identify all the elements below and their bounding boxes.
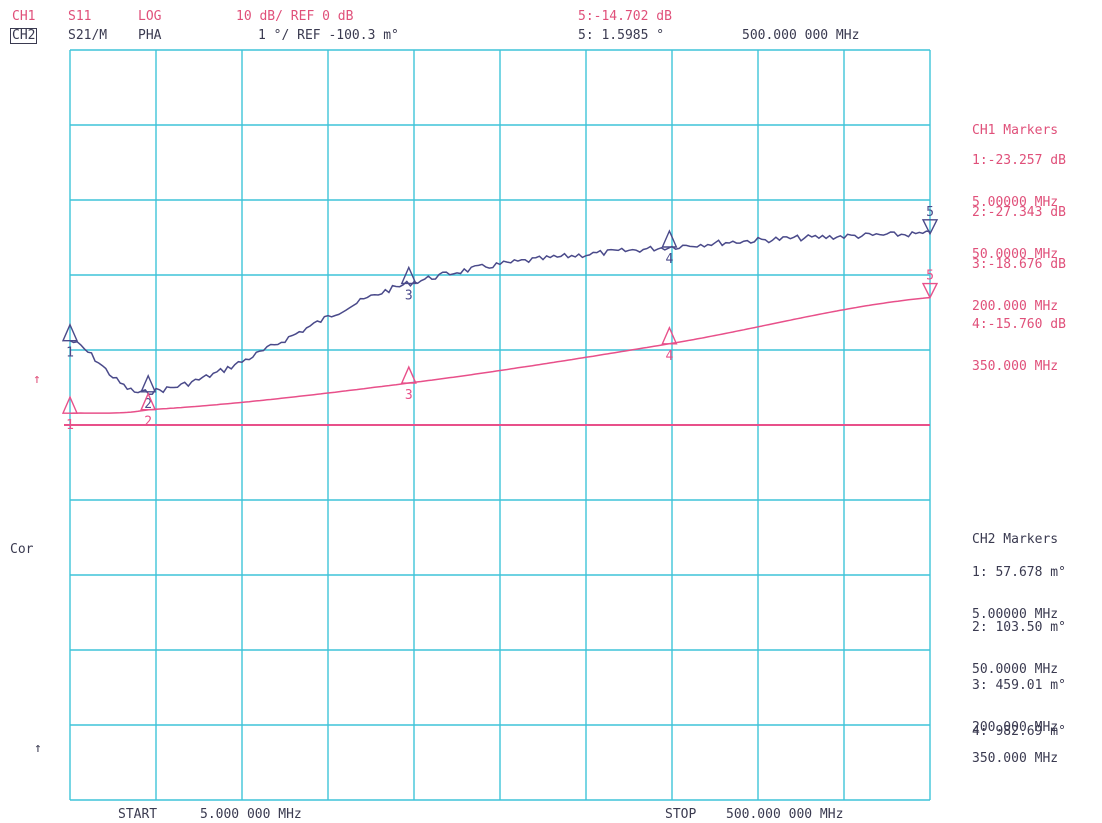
ch1-scale: 10 dB/ REF 0 dB: [236, 9, 354, 24]
ch1-marker-label: 2: [144, 397, 152, 412]
ch1-marker-triangle: [140, 374, 157, 393]
correction-indicator: Cor: [10, 542, 34, 557]
ch2-marker-triangle: [400, 365, 417, 384]
ch1-marker-1-value: 1:-23.257 dB: [972, 153, 1066, 168]
ch1-marker-label: 1: [66, 346, 74, 361]
marker-frequency: 500.000 000 MHz: [742, 28, 860, 43]
ch1-marker-4-value: 4:-15.760 dB: [972, 317, 1066, 332]
ch2-markers-title: CH2 Markers: [972, 532, 1059, 547]
ch2-reference-arrow: ↑: [34, 741, 42, 756]
ch1-format: LOG: [138, 9, 162, 24]
ch2-marker-4-value: 4: 982.69 m°: [972, 724, 1066, 739]
ch2-marker-2-freq: 50.0000 MHz: [972, 662, 1059, 677]
ch1-marker-triangle: [400, 265, 417, 285]
ch1-marker-2-freq: 50.0000 MHz: [972, 247, 1059, 262]
ch2-marker-label: 2: [144, 415, 152, 430]
ch1-markers-title: CH1 Markers: [972, 123, 1059, 138]
ch2-marker-3: 3: 459.01 m° 200.000 MHz: [972, 651, 1066, 749]
ch2-label[interactable]: CH2: [10, 28, 38, 44]
ch2-marker-triangle: [61, 395, 79, 414]
ch1-marker-triangle: [661, 229, 678, 248]
ch2-marker-1: 1: 57.678 m° 5.00000 MHz: [972, 538, 1066, 636]
ch2-parameter: S21/M: [68, 28, 108, 43]
ch2-marker-3-value: 3: 459.01 m°: [972, 678, 1066, 693]
ch1-marker-3: 3:-18.676 dB 200.000 MHz: [972, 230, 1066, 328]
ch1-reference-arrow: ↑: [33, 372, 41, 387]
stop-label: STOP: [665, 807, 697, 822]
ch1-marker-2-value: 2:-27.343 dB: [972, 205, 1066, 220]
ch2-markers-panel: CH2 Markers: [972, 505, 1058, 561]
ch2-marker-triangle: [661, 326, 678, 345]
ch1-marker-4: 4:-15.760 dB 350.000 MHz: [972, 290, 1066, 388]
ch1-parameter: S11: [68, 9, 92, 24]
ch2-marker-label: 3: [405, 388, 413, 403]
ch2-marker-4-freq: 350.000 MHz: [972, 751, 1059, 766]
ch2-marker-triangle: [140, 391, 157, 411]
ch2-marker-triangle: [921, 282, 939, 300]
ch1-trace: [69, 230, 931, 396]
ch2-scale: 1 °/ REF -100.3 m°: [258, 28, 399, 43]
stop-frequency: 500.000 000 MHz: [726, 807, 844, 822]
ch1-marker-1-freq: 5.00000 MHz: [972, 195, 1059, 210]
ch2-marker-label: 4: [665, 349, 673, 364]
ch2-marker-4: 4: 982.69 m°: [972, 697, 1066, 753]
ch2-marker-4-freq-row: 350.000 MHz: [972, 724, 1058, 780]
ch2-marker-2: 2: 103.50 m° 50.0000 MHz: [972, 593, 1066, 691]
ch1-marker-1: 1:-23.257 dB 5.00000 MHz: [972, 126, 1066, 224]
ch2-marker-1-freq: 5.00000 MHz: [972, 607, 1059, 622]
ch1-label: CH1: [12, 9, 36, 24]
start-label: START: [118, 807, 158, 822]
ch1-marker-2: 2:-27.343 dB 50.0000 MHz: [972, 178, 1066, 276]
ch1-active-marker: 5:-14.702 dB: [578, 9, 672, 24]
ch1-marker-label: 5: [926, 205, 934, 220]
ch2-marker-1-value: 1: 57.678 m°: [972, 565, 1066, 580]
ch2-marker-label: 5: [926, 269, 934, 284]
ch2-format: PHA: [138, 28, 162, 43]
ch1-marker-label: 4: [665, 252, 673, 267]
ch2-marker-3-freq: 200.000 MHz: [972, 720, 1059, 735]
ch2-trace: [69, 296, 931, 414]
ch1-marker-3-value: 3:-18.676 dB: [972, 257, 1066, 272]
ch1-marker-triangle: [61, 322, 79, 342]
ch2-active-marker: 5: 1.5985 °: [578, 28, 665, 43]
ch2-marker-label: 1: [66, 418, 74, 433]
ch1-marker-label: 3: [405, 288, 413, 303]
start-frequency: 5.000 000 MHz: [200, 807, 302, 822]
ch2-trace-layer: 1 2 3 4 5: [61, 269, 939, 433]
ch1-markers-panel: CH1 Markers: [972, 96, 1058, 152]
ch1-marker-3-freq: 200.000 MHz: [972, 299, 1059, 314]
ch1-marker-triangle: [921, 219, 939, 236]
ch1-marker-4-freq: 350.000 MHz: [972, 359, 1059, 374]
ch2-marker-2-value: 2: 103.50 m°: [972, 620, 1066, 635]
